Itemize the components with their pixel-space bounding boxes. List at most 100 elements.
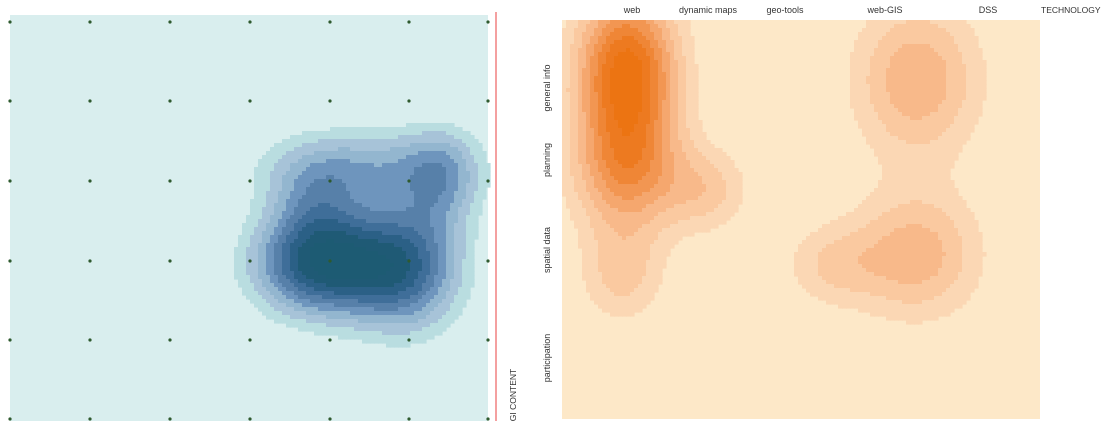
density-cell <box>678 100 683 105</box>
density-cell <box>582 84 587 89</box>
density-cell <box>314 291 319 296</box>
density-cell <box>926 68 931 73</box>
density-cell <box>386 343 391 348</box>
density-cell <box>594 112 599 117</box>
density-cell <box>270 235 275 240</box>
density-cell <box>414 255 419 260</box>
density-cell <box>422 251 427 256</box>
density-cell <box>234 259 239 264</box>
density-cell <box>678 108 683 113</box>
density-cell <box>634 52 639 57</box>
density-cell <box>426 123 431 128</box>
density-cell <box>862 116 867 121</box>
density-cell <box>950 60 955 65</box>
density-cell <box>366 159 371 164</box>
density-cell <box>638 64 643 69</box>
density-cell <box>318 183 323 188</box>
density-cell <box>454 295 459 300</box>
density-cell <box>302 167 307 172</box>
density-cell <box>338 319 343 324</box>
density-cell <box>294 271 299 276</box>
density-cell <box>666 136 671 141</box>
density-cell <box>398 215 403 220</box>
density-cell <box>274 231 279 236</box>
density-cell <box>906 44 911 49</box>
density-cell <box>614 96 619 101</box>
density-cell <box>418 147 423 152</box>
density-cell <box>646 24 651 29</box>
density-cell <box>470 163 475 168</box>
density-cell <box>334 183 339 188</box>
density-cell <box>422 255 427 260</box>
density-cell <box>258 187 263 192</box>
density-cell <box>978 84 983 89</box>
density-cell <box>622 88 627 93</box>
density-cell <box>366 215 371 220</box>
density-cell <box>450 127 455 132</box>
density-cell <box>274 263 279 268</box>
density-cell <box>458 271 463 276</box>
density-cell <box>410 295 415 300</box>
density-cell <box>638 80 643 85</box>
density-cell <box>322 155 327 160</box>
density-cell <box>906 120 911 125</box>
density-cell <box>682 140 687 145</box>
density-cell <box>486 171 491 176</box>
density-cell <box>902 108 907 113</box>
density-cell <box>978 112 983 117</box>
density-cell <box>642 44 647 49</box>
density-cell <box>574 116 579 121</box>
density-cell <box>414 275 419 280</box>
density-cell <box>622 60 627 65</box>
density-cell <box>346 159 351 164</box>
density-cell <box>378 211 383 216</box>
density-cell <box>430 271 435 276</box>
density-cell <box>606 44 611 49</box>
density-cell <box>870 80 875 85</box>
density-cell <box>410 171 415 176</box>
density-cell <box>926 92 931 97</box>
density-cell <box>898 36 903 41</box>
density-cell <box>294 243 299 248</box>
density-cell <box>398 143 403 148</box>
density-cell <box>882 100 887 105</box>
density-cell <box>574 88 579 93</box>
density-cell <box>294 279 299 284</box>
density-cell <box>366 275 371 280</box>
density-cell <box>342 335 347 340</box>
density-cell <box>318 251 323 256</box>
density-cell <box>398 239 403 244</box>
density-cell <box>254 279 259 284</box>
density-cell <box>674 108 679 113</box>
density-cell <box>666 28 671 33</box>
density-cell <box>298 243 303 248</box>
density-cell <box>574 68 579 73</box>
density-cell <box>442 167 447 172</box>
density-cell <box>918 24 923 29</box>
density-cell <box>610 48 615 53</box>
density-cell <box>614 140 619 145</box>
density-cell <box>658 68 663 73</box>
density-cell <box>242 235 247 240</box>
density-cell <box>310 259 315 264</box>
density-cell <box>858 76 863 81</box>
density-cell <box>886 60 891 65</box>
density-cell <box>654 100 659 105</box>
density-cell <box>654 144 659 149</box>
density-cell <box>386 155 391 160</box>
density-cell <box>594 64 599 69</box>
density-cell <box>606 28 611 33</box>
density-cell <box>454 127 459 132</box>
density-cell <box>914 140 919 145</box>
density-cell <box>918 120 923 125</box>
density-cell <box>962 84 967 89</box>
density-cell <box>602 44 607 49</box>
density-cell <box>438 123 443 128</box>
density-cell <box>246 283 251 288</box>
density-cell <box>934 20 939 25</box>
density-cell <box>398 195 403 200</box>
density-cell <box>374 223 379 228</box>
density-cell <box>642 20 647 25</box>
density-cell <box>354 291 359 296</box>
density-cell <box>434 319 439 324</box>
